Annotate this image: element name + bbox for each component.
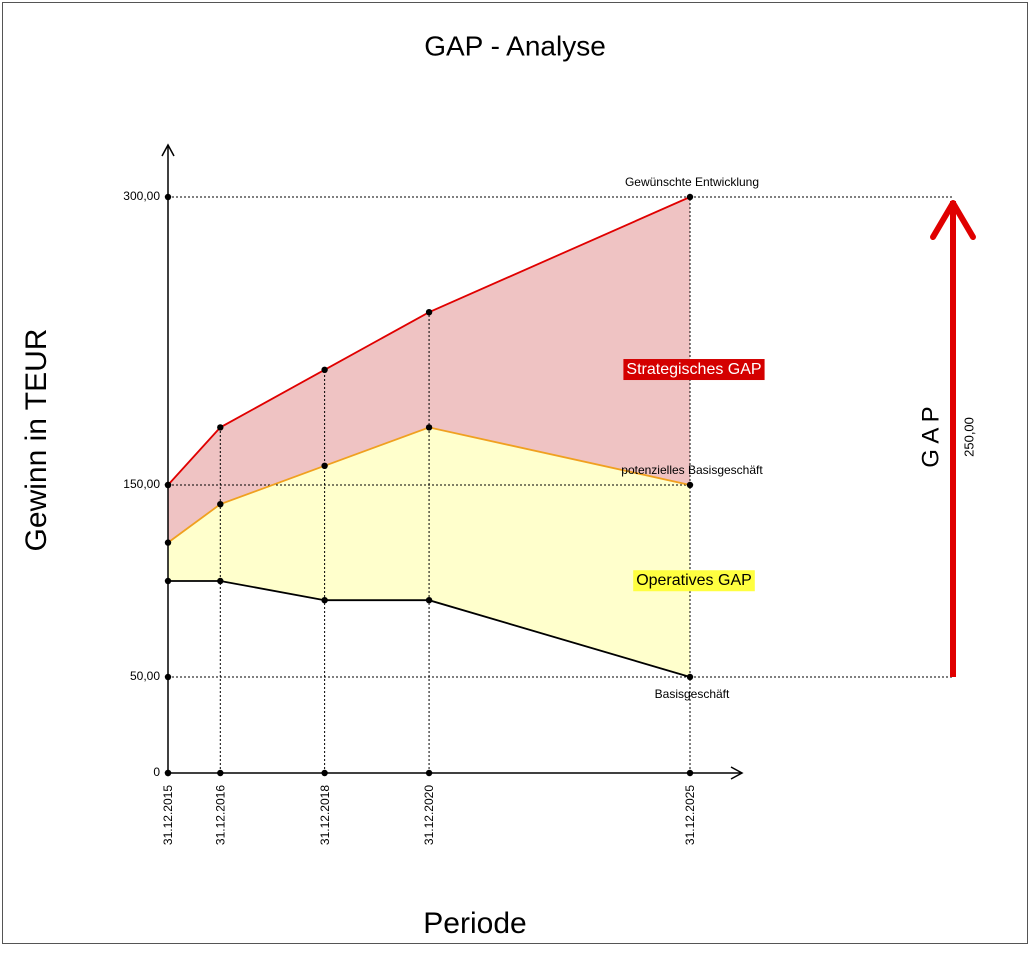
data-point xyxy=(321,366,328,373)
x-tick-dot xyxy=(217,769,224,777)
data-point xyxy=(164,577,172,585)
x-tick-dot xyxy=(686,769,694,777)
band-label-box xyxy=(623,359,765,381)
y-tick-dot xyxy=(164,193,172,201)
y-tick-dot xyxy=(164,673,172,681)
data-point xyxy=(686,481,694,489)
gap-arrowhead xyxy=(930,200,976,240)
chart-title: GAP - Analyse xyxy=(424,30,606,61)
gap-area xyxy=(168,197,690,543)
data-point xyxy=(425,597,433,604)
data-point xyxy=(217,424,224,431)
series-label: Basisgeschäft xyxy=(655,687,730,701)
labels: 0 50,00 150,00 300,00 31.12.2015 31.12.2016 31… xyxy=(123,175,976,845)
y-tick-label: 150,00 xyxy=(123,477,160,491)
x-tick-label: 31.12.2025 xyxy=(683,785,697,845)
data-point xyxy=(217,577,224,585)
y-axis-label: Gewinn in TEUR xyxy=(20,329,53,552)
x-tick-label: 31.12.2015 xyxy=(161,785,175,845)
data-point xyxy=(321,462,328,469)
x-tick-label: 31.12.2020 xyxy=(422,785,436,845)
gap-label: G A P xyxy=(917,406,944,467)
series-label: Gewünschte Entwicklung xyxy=(625,175,759,189)
x-tick-dot xyxy=(425,769,433,777)
gap-value-label: 250,00 xyxy=(961,417,976,457)
band-label: Strategisches GAP xyxy=(626,361,761,378)
data-point xyxy=(321,597,328,604)
y-tick-label: 0 xyxy=(153,765,160,779)
data-point xyxy=(425,309,433,316)
data-point xyxy=(686,193,694,201)
data-point xyxy=(217,501,224,508)
band-label-box xyxy=(633,570,755,592)
x-tick-label: 31.12.2018 xyxy=(318,785,332,845)
y-tick-label: 300,00 xyxy=(123,189,160,203)
y-tick-label: 50,00 xyxy=(130,669,160,683)
data-point xyxy=(425,424,433,431)
x-axis-label: Periode xyxy=(423,907,526,940)
x-tick-dot xyxy=(321,769,328,777)
series-label: potenzielles Basisgeschäft xyxy=(621,463,763,477)
x-tick-label: 31.12.2016 xyxy=(213,785,227,845)
data-point xyxy=(164,539,172,546)
band-label: Operatives GAP xyxy=(636,572,752,589)
data-point xyxy=(686,673,694,681)
x-tick-dot xyxy=(164,769,172,777)
data-point xyxy=(164,481,172,489)
